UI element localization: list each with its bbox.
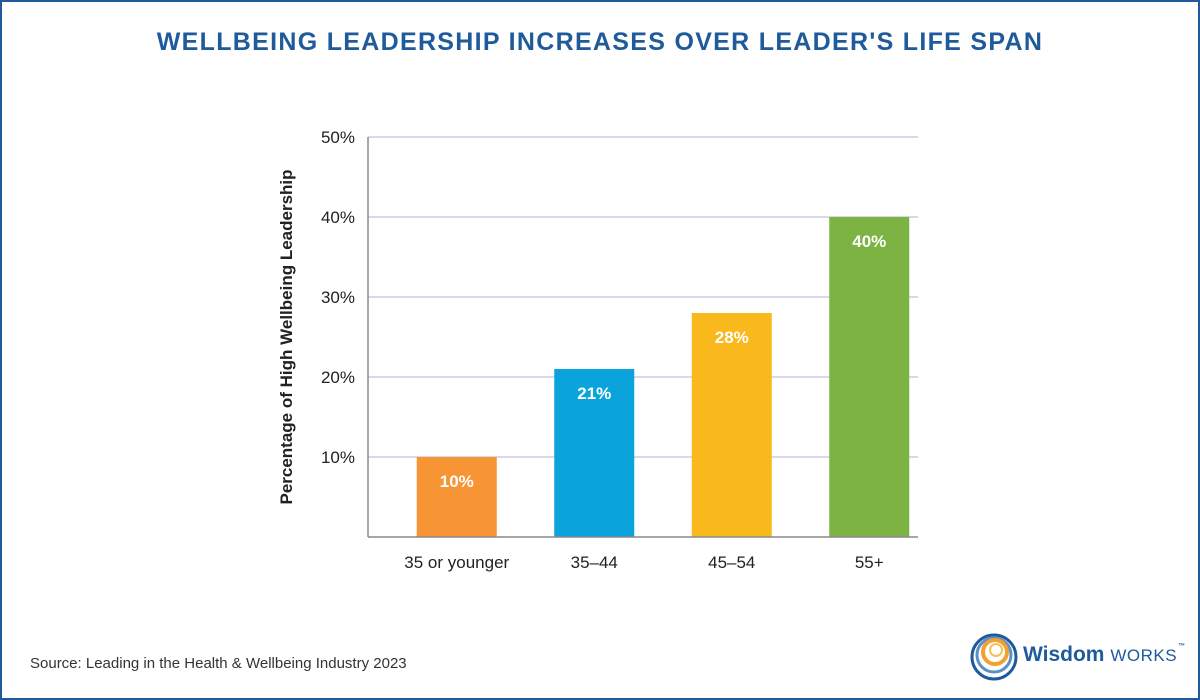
- y-tick-label: 40%: [321, 208, 355, 227]
- y-tick-label: 20%: [321, 368, 355, 387]
- y-tick-labels: 10% 20% 30% 40% 50%: [321, 128, 355, 467]
- data-label: 28%: [715, 328, 749, 347]
- y-tick-label: 30%: [321, 288, 355, 307]
- bar: [829, 217, 910, 537]
- logo-swirl-icon: [970, 633, 1018, 681]
- y-tick-label: 50%: [321, 128, 355, 147]
- logo-wordmark: Wisdom WORKS™: [1023, 643, 1186, 666]
- chart-title: WELLBEING LEADERSHIP INCREASES OVER LEAD…: [156, 28, 1044, 56]
- y-tick-label: 10%: [321, 448, 355, 467]
- x-tick-label: 35–44: [571, 553, 618, 572]
- source-note: Source: Leading in the Health & Wellbein…: [30, 655, 407, 672]
- x-tick-label: 55+: [855, 553, 884, 572]
- wisdom-works-logo: Wisdom WORKS™: [968, 628, 1185, 684]
- x-tick-label: 45–54: [708, 553, 755, 572]
- data-label: 21%: [577, 384, 611, 403]
- x-tick-labels: 35 or younger 35–44 45–54 55+: [404, 553, 883, 572]
- gridlines: [368, 136, 918, 458]
- y-axis-label: Percentage of High Wellbeing Leadership: [277, 169, 296, 504]
- data-labels: 10% 21% 28% 40%: [440, 232, 887, 491]
- bar: [554, 369, 635, 537]
- bars: [416, 217, 910, 537]
- bar: [416, 457, 497, 537]
- data-label: 10%: [440, 472, 474, 491]
- bar: [691, 313, 772, 537]
- data-label: 40%: [852, 232, 886, 251]
- x-tick-label: 35 or younger: [404, 553, 509, 572]
